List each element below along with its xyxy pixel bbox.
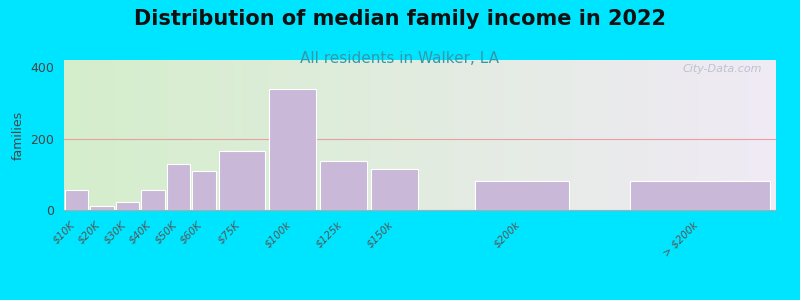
Bar — [65, 190, 89, 210]
Bar — [218, 151, 266, 210]
Y-axis label: families: families — [12, 110, 25, 160]
Bar — [475, 181, 569, 210]
Text: All residents in Walker, LA: All residents in Walker, LA — [301, 51, 499, 66]
Bar — [142, 190, 165, 210]
Bar — [371, 169, 418, 210]
Text: Distribution of median family income in 2022: Distribution of median family income in … — [134, 9, 666, 29]
Bar — [116, 202, 139, 210]
Bar — [192, 171, 215, 210]
Bar — [90, 206, 114, 210]
Bar — [630, 181, 770, 210]
Bar — [320, 161, 367, 210]
Bar — [270, 88, 316, 210]
Text: City-Data.com: City-Data.com — [682, 64, 762, 74]
Bar — [166, 164, 190, 210]
